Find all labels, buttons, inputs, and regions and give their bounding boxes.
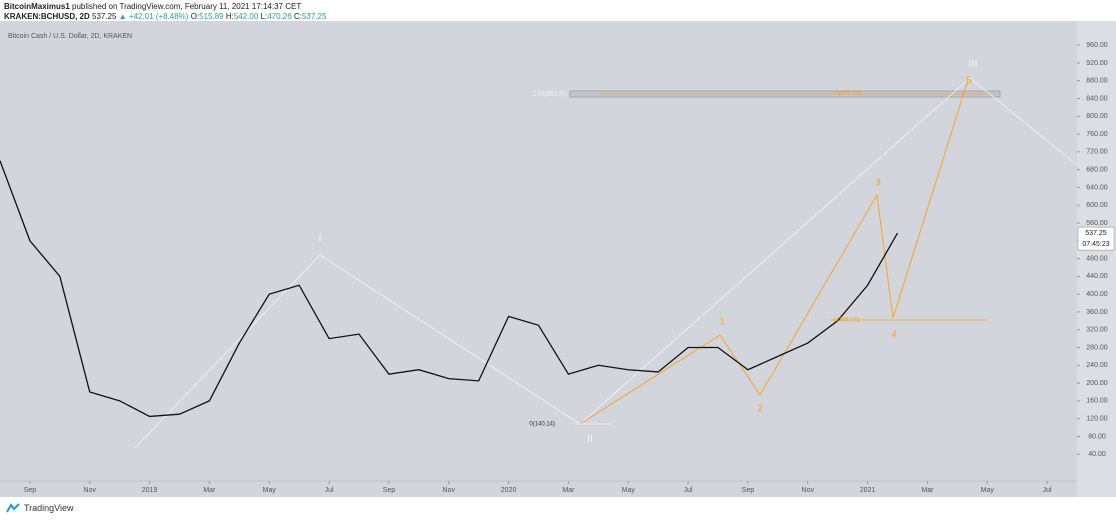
y-tick-label: 680.00 — [1086, 166, 1108, 173]
wave-label: I — [318, 232, 321, 244]
y-tick-label: 480.00 — [1086, 255, 1108, 262]
x-tick-label: Mar — [562, 487, 575, 494]
published: published on TradingView.com, February 1… — [72, 2, 302, 11]
fib-label: 1.61(853.37) — [533, 92, 567, 98]
y-tick-label: 400.00 — [1086, 291, 1108, 298]
x-tick-label: Nov — [443, 487, 456, 494]
x-tick-label: Jul — [325, 487, 334, 494]
c-value: 537.25 — [301, 12, 327, 21]
fib-label: 0(857.50) — [835, 91, 861, 97]
y-tick-label: 280.00 — [1086, 344, 1108, 351]
header-line-1: BitcoinMaximus1 published on TradingView… — [4, 2, 301, 11]
y-tick-label: 880.00 — [1086, 78, 1108, 85]
fib-label: 0(140.14) — [529, 422, 555, 428]
y-tick-label: 760.00 — [1086, 131, 1108, 138]
h-value: 542.00 — [233, 12, 259, 21]
x-tick-label: Jul — [1043, 487, 1052, 494]
last: 537.25 — [92, 12, 117, 21]
x-tick-label: Nov — [84, 487, 97, 494]
x-tick-label: Sep — [742, 487, 755, 494]
subwave-label: 5 — [966, 76, 972, 87]
x-tick-label: Sep — [24, 487, 37, 494]
header-line-2: KRAKEN:BCHUSD, 2D 537.25 ▲ +42.01 (+8.48… — [4, 12, 326, 21]
x-tick-label: Mar — [203, 487, 216, 494]
author: BitcoinMaximus1 — [4, 2, 70, 11]
y-tick-label: 160.00 — [1086, 398, 1108, 405]
c-label: C: — [293, 12, 302, 21]
y-tick-label: 600.00 — [1086, 202, 1108, 209]
o-value: 515.89 — [199, 12, 224, 21]
x-tick-label: Nov — [802, 487, 815, 494]
x-tick-label: 2021 — [860, 487, 876, 494]
change: ▲ +42.01 (+8.48%) — [118, 12, 189, 21]
y-tick-label: 920.00 — [1086, 60, 1108, 67]
y-tick-label: 800.00 — [1086, 113, 1108, 120]
x-tick-label: Jul — [684, 487, 693, 494]
price-axis-bg — [1077, 21, 1116, 497]
y-tick-label: 440.00 — [1086, 273, 1108, 280]
subwave-label: 3 — [875, 178, 881, 189]
y-tick-label: 360.00 — [1086, 309, 1108, 316]
x-tick-label: 2020 — [501, 487, 517, 494]
subwave-label: 4 — [891, 330, 897, 341]
wave-orange — [579, 79, 969, 425]
x-tick-label: May — [622, 487, 636, 494]
y-tick-label: 640.00 — [1086, 184, 1108, 191]
wave-label: III — [968, 58, 977, 70]
y-tick-label: 240.00 — [1086, 362, 1108, 369]
wave-label: II — [587, 433, 593, 445]
subwave-label: 1 — [719, 317, 725, 328]
ohlc: O:515.89 H:542.00 L:470.26 C:537.25 — [191, 12, 327, 21]
x-tick-label: 2019 — [142, 487, 158, 494]
y-tick-label: 40.00 — [1088, 451, 1106, 458]
o-label: O: — [190, 12, 200, 21]
chart-title: Bitcoin Cash / U.S. Dollar, 2D, KRAKEN — [8, 33, 132, 40]
footer: TradingView — [6, 503, 74, 513]
fib-label: 1(366.14) — [833, 318, 859, 324]
x-tick-label: Sep — [383, 487, 396, 494]
logo — [6, 503, 20, 513]
y-tick-label: 840.00 — [1086, 95, 1108, 102]
price-line — [0, 160, 899, 418]
price-tag-bg — [1077, 226, 1115, 251]
x-tick-label: Mar — [921, 487, 934, 494]
y-tick-label: 80.00 — [1088, 433, 1106, 440]
y-tick-label: 960.00 — [1086, 42, 1108, 49]
brand: TradingView — [24, 503, 74, 513]
x-tick-label: May — [263, 487, 277, 494]
y-tick-label: 320.00 — [1086, 327, 1108, 334]
y-tick-label: 560.00 — [1086, 220, 1108, 227]
countdown: 07:45:23 — [1082, 241, 1109, 248]
y-tick-label: 720.00 — [1086, 149, 1108, 156]
y-tick-label: 120.00 — [1086, 415, 1108, 422]
l-label: L: — [260, 12, 268, 21]
subwave-label: 2 — [757, 404, 763, 415]
symbol: KRAKEN:BCHUSD, 2D — [4, 12, 90, 21]
plot-bg — [0, 21, 1077, 497]
l-value: 470.26 — [267, 12, 292, 21]
x-tick-label: May — [981, 487, 995, 494]
price-tag: 537.25 — [1085, 230, 1107, 237]
y-tick-label: 200.00 — [1086, 380, 1108, 387]
h-label: H: — [225, 12, 234, 21]
